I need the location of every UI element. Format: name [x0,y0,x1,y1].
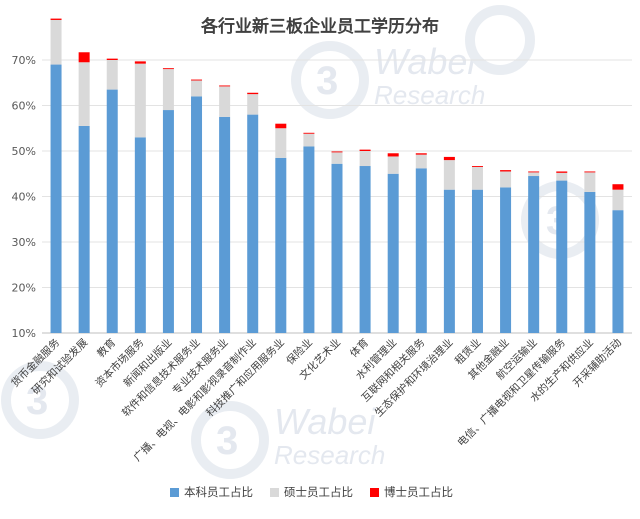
bar-segment-series-0 [191,96,203,334]
bar-segment-series-0 [303,146,315,333]
svg-text:3: 3 [216,419,238,463]
svg-text:Wabei: Wabei [274,401,376,442]
bar-segment-series-1 [331,152,343,164]
y-tick-label: 40% [12,191,36,204]
bar-segment-series-2 [443,156,455,161]
chart-title: 各行业新三板企业员工学历分布 [200,16,439,37]
bar-segment-series-1 [584,172,596,192]
bar-segment-series-2 [500,170,512,172]
bar-segment-series-1 [50,19,62,65]
y-tick-label: 20% [12,282,36,295]
bar-segment-series-0 [528,176,540,333]
bar-segment-series-1 [415,154,427,169]
bar-segment-series-0 [415,168,427,333]
y-tick-label: 30% [12,236,36,249]
bar-segment-series-1 [303,133,315,147]
bar-segment-series-1 [471,166,483,190]
bar-segment-series-0 [443,189,455,333]
bar-segment-series-0 [106,89,118,333]
bar-segment-series-2 [275,123,287,129]
y-axis-ticks: 10% 20% 30% 40% 50% 60% 70% [12,54,36,340]
bar-segment-series-2 [50,18,62,20]
bar-segment-series-0 [134,137,146,333]
bar-segment-series-1 [500,171,512,188]
bar-segment-series-1 [247,94,259,115]
bar-segment-series-2 [162,68,174,70]
bar-segment-series-1 [275,128,287,158]
bar-segment-series-0 [78,125,90,333]
bar-segment-series-1 [612,189,624,211]
bars [50,18,624,334]
y-tick-label: 10% [12,327,36,340]
bar-segment-series-1 [359,151,371,167]
bar-segment-series-2 [556,171,568,173]
bar-segment-series-2 [584,171,596,173]
y-tick-label: 70% [12,54,36,67]
bar-segment-series-2 [471,166,483,167]
bar-segment-series-1 [162,69,174,111]
bar-segment-series-2 [106,58,118,60]
legend-swatch [270,488,279,497]
bar-segment-series-2 [359,149,371,151]
bar-segment-series-1 [443,160,455,190]
bar-segment-series-1 [219,86,231,117]
bar-segment-series-0 [500,187,512,333]
bar-segment-series-0 [50,64,62,334]
bar-segment-series-2 [387,153,399,157]
legend-swatch [370,488,379,497]
bar-segment-series-0 [387,173,399,333]
bar-segment-series-1 [191,80,203,97]
bar-segment-series-0 [359,166,371,333]
bar-segment-series-1 [387,156,399,174]
bar-segment-series-2 [219,85,231,87]
bar-segment-series-0 [247,114,259,333]
bar-segment-series-2 [612,184,624,190]
bar-segment-series-1 [556,172,568,181]
bar-segment-series-2 [303,132,315,134]
bar-segment-series-2 [78,52,90,63]
bar-segment-series-1 [106,60,118,90]
bar-segment-series-2 [134,61,146,64]
bar-segment-series-0 [219,116,231,333]
bar-segment-series-0 [162,110,174,333]
bar-segment-series-0 [584,191,596,333]
svg-text:3: 3 [316,59,338,103]
bar-segment-series-0 [612,210,624,333]
bar-segment-series-0 [471,189,483,333]
legend-label: 硕士员工占比 [284,485,353,499]
y-tick-label: 60% [12,100,36,113]
bar-segment-series-2 [191,79,203,81]
svg-text:3: 3 [26,379,48,423]
legend-label: 本科员工占比 [184,485,253,499]
bar-segment-series-1 [134,63,146,138]
bar-segment-series-2 [331,151,343,153]
bar-segment-series-1 [528,172,540,177]
bar-segment-series-0 [275,157,287,333]
legend-label: 博士员工占比 [384,485,453,499]
y-tick-label: 50% [12,145,36,158]
svg-text:Research: Research [274,440,385,470]
bar-segment-series-2 [528,171,540,173]
bar-segment-series-2 [415,153,427,155]
legend-swatch [170,488,179,497]
bar-segment-series-1 [78,62,90,126]
bar-segment-series-0 [556,180,568,333]
bar-segment-series-0 [331,163,343,333]
bar-segment-series-2 [247,92,259,95]
legend: 本科员工占比 硕士员工占比 博士员工占比 [170,485,453,499]
svg-text:Wabei: Wabei [374,41,476,82]
